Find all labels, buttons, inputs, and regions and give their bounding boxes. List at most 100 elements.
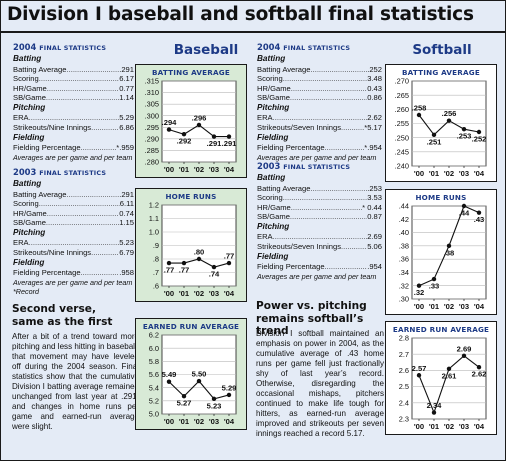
stats-label: SB/Game	[13, 218, 46, 228]
y-tick-label: .260	[395, 105, 409, 114]
y-tick-label: .36	[399, 255, 409, 264]
stats-label: Strikeouts/Seven Innings	[257, 241, 342, 251]
y-tick-label: .265	[395, 91, 409, 100]
data-point	[181, 132, 187, 137]
stats-row: Strikeouts/Nine Innings ................…	[13, 123, 134, 133]
leader-dots: ........................................…	[91, 122, 119, 132]
x-tick-label: '01	[429, 302, 440, 311]
y-tick-label: .30	[399, 295, 409, 304]
data-label: .251	[427, 137, 443, 146]
stats-value: .252	[367, 64, 382, 74]
x-tick-label: '03	[459, 422, 469, 431]
data-label: .256	[442, 109, 457, 118]
stats-category: Pitching	[13, 102, 46, 112]
y-tick-label: .6	[153, 282, 159, 291]
y-tick-label: 6.0	[149, 344, 159, 353]
data-point	[166, 260, 172, 266]
x-tick-label: '03	[459, 169, 469, 178]
data-point	[416, 283, 422, 288]
page-title: Division I baseball and softball final s…	[7, 4, 474, 25]
y-tick-label: .300	[145, 111, 159, 120]
leader-dots: ........................................…	[38, 199, 120, 209]
data-label: .77	[179, 266, 190, 275]
stats-value: 1.14	[119, 93, 134, 103]
line-chart: 2.3 2.4 2.5 2.6 2.7 2.8 '00 '01 '02 '03 '04 2.57 2.3…	[399, 334, 487, 431]
y-tick-label: .9	[153, 241, 159, 250]
stats-category: Batting	[13, 54, 42, 63]
data-label: 5.29	[222, 383, 237, 392]
y-tick-label: .290	[145, 134, 159, 143]
data-point	[416, 112, 422, 118]
data-label: .32	[414, 288, 425, 297]
headline-line: Power vs. pitching	[256, 300, 367, 312]
stats-label: HR/Game	[13, 83, 47, 93]
x-tick-label: '04	[224, 289, 235, 298]
data-label: 2.62	[472, 370, 487, 379]
data-label: 2.61	[442, 371, 458, 380]
stats-value: 0.86	[367, 93, 382, 103]
y-tick-label: 5.0	[149, 410, 159, 419]
y-tick-label: .250	[395, 133, 409, 142]
x-tick-label: '03	[209, 165, 219, 174]
stats-row: ERA ....................................…	[257, 113, 382, 123]
leader-dots: ........................................…	[66, 189, 120, 199]
plot-area	[411, 337, 487, 420]
leader-dots: ........................................…	[310, 64, 367, 74]
x-tick-label: '04	[474, 422, 485, 431]
data-point	[196, 122, 202, 128]
stats-row: Batting Average ........................…	[257, 65, 382, 75]
stats-label: Scoring	[257, 74, 283, 84]
x-tick-label: '01	[429, 422, 440, 431]
stats-value: *.954	[364, 143, 382, 153]
y-tick-label: .280	[145, 158, 159, 167]
stats-label: Scoring	[257, 193, 283, 203]
stats-category: Fielding	[13, 132, 45, 142]
data-point	[196, 256, 202, 262]
x-tick-label: '04	[474, 302, 485, 311]
x-tick-label: '02	[194, 289, 204, 298]
leader-dots: ........................................…	[282, 193, 368, 203]
x-tick-label: '01	[179, 165, 190, 174]
stats-value: *.959	[116, 143, 134, 153]
leader-dots: ........................................…	[310, 183, 367, 193]
leader-dots: ........................................…	[272, 113, 368, 123]
y-tick-label: .42	[399, 215, 409, 224]
stats-label: Fielding Percentage	[13, 268, 81, 278]
title-rule	[1, 31, 505, 33]
data-label: 2.57	[412, 364, 427, 373]
data-point	[431, 132, 437, 138]
stats-row: Scoring ................................…	[13, 199, 134, 209]
stats-value: 0.87	[367, 212, 382, 222]
stats-year-heading: 2004 FINAL STATISTICS	[257, 42, 382, 54]
data-label: 2.69	[457, 344, 472, 353]
stats-row: Strikeouts/Seven Innings ...............…	[257, 123, 382, 133]
chart-panel: EARNED RUN AVERAGE 2.3 2.4 2.5 2.6 2.7 2.8 '00 '…	[385, 321, 497, 435]
stats-value: 3.48	[367, 74, 382, 84]
stats-value: 0.74	[119, 208, 134, 218]
data-point	[461, 126, 467, 132]
data-label: 5.49	[162, 370, 177, 379]
y-tick-label: 5.4	[149, 383, 159, 392]
stats-row: Scoring ................................…	[257, 74, 382, 84]
stats-row: Strikeouts/Nine Innings ................…	[13, 248, 134, 258]
y-tick-label: .270	[395, 77, 409, 86]
stats-row: Fielding Percentage ....................…	[257, 262, 382, 272]
data-label: .253	[457, 132, 472, 141]
stats-heading-label: FINAL STATISTICS	[39, 44, 107, 52]
stats-category: Batting	[13, 179, 42, 188]
y-tick-label: .7	[153, 268, 159, 277]
x-tick-label: '03	[459, 302, 469, 311]
data-label: 5.50	[192, 370, 207, 379]
line-chart: .6 .7 .8 .9 1.0 1.1 1.2 '00 '01 '02 '03 '04 .77 .77 .8…	[149, 201, 237, 298]
stats-year: 2003	[13, 167, 37, 177]
data-point	[211, 396, 217, 402]
stats-label: HR/Game	[257, 83, 291, 93]
leader-dots: ........................................…	[324, 143, 365, 153]
data-point	[446, 366, 452, 371]
stats-row: Batting Average ........................…	[257, 184, 382, 194]
leader-dots: ........................................…	[28, 238, 120, 248]
data-label: 2.34	[427, 401, 443, 410]
stats-value: 6.79	[119, 247, 134, 257]
data-label: .77	[164, 266, 175, 275]
